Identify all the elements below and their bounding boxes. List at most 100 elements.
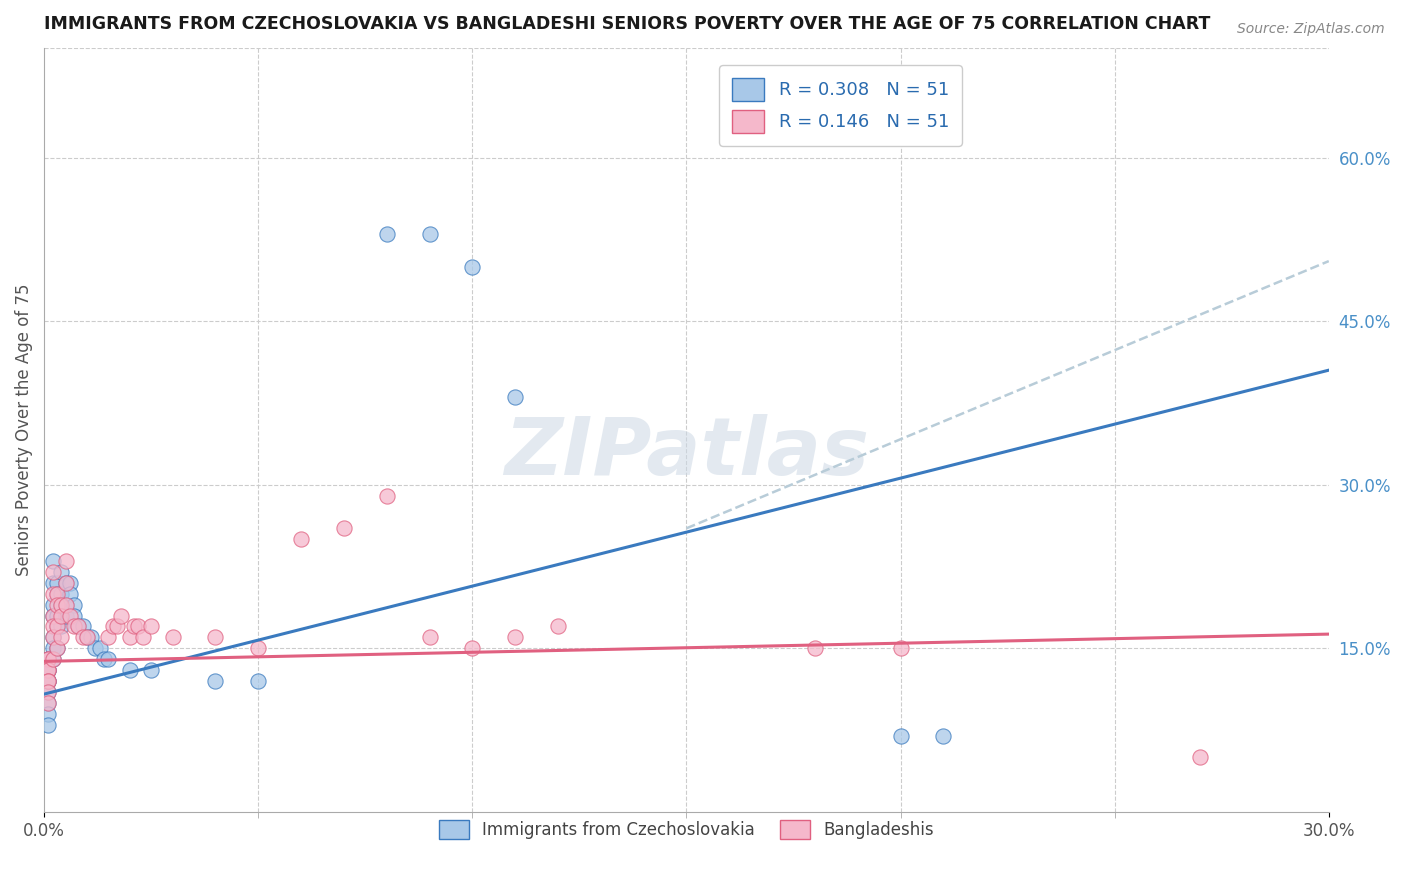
Point (41, 598, 63, 612)
Point (41, 554, 63, 568)
Point (290, 533, 312, 547)
Point (131, 631, 153, 645)
Point (37, 652, 59, 666)
Point (375, 227, 398, 241)
Point (46, 575, 69, 590)
Point (93, 652, 115, 666)
Point (51, 619, 73, 633)
Point (41, 565, 63, 579)
Point (105, 619, 128, 633)
Point (37, 696, 59, 710)
Point (89, 641, 111, 656)
Legend: Immigrants from Czechoslovakia, Bangladeshis: Immigrants from Czechoslovakia, Banglade… (432, 813, 941, 846)
Point (84, 641, 107, 656)
Text: ZIPatlas: ZIPatlas (503, 414, 869, 492)
Point (41, 619, 63, 633)
Y-axis label: Seniors Poverty Over the Age of 75: Seniors Poverty Over the Age of 75 (15, 284, 32, 576)
Point (37, 663, 59, 677)
Point (41, 587, 63, 601)
Point (418, 631, 440, 645)
Point (41, 631, 63, 645)
Point (97, 652, 120, 666)
Point (37, 673, 59, 688)
Point (141, 663, 163, 677)
Point (46, 641, 69, 656)
Point (118, 631, 141, 645)
Point (63, 598, 86, 612)
Point (46, 641, 69, 656)
Point (461, 641, 484, 656)
Point (51, 631, 73, 645)
Point (37, 652, 59, 666)
Point (37, 685, 59, 699)
Point (890, 729, 912, 743)
Point (37, 685, 59, 699)
Point (204, 673, 226, 688)
Point (547, 619, 569, 633)
Point (55, 598, 77, 612)
Point (41, 652, 63, 666)
Point (101, 619, 124, 633)
Point (37, 663, 59, 677)
Point (72, 631, 94, 645)
Point (41, 608, 63, 623)
Point (141, 619, 163, 633)
Point (503, 631, 526, 645)
Point (46, 619, 69, 633)
Point (46, 587, 69, 601)
Point (80, 631, 103, 645)
Point (37, 696, 59, 710)
Point (503, 391, 526, 405)
Point (51, 565, 73, 579)
Point (804, 641, 827, 656)
Text: Source: ZipAtlas.com: Source: ZipAtlas.com (1237, 22, 1385, 37)
Point (41, 641, 63, 656)
Point (55, 598, 77, 612)
Point (122, 619, 145, 633)
Point (63, 608, 86, 623)
Point (127, 619, 149, 633)
Point (51, 598, 73, 612)
Point (51, 598, 73, 612)
Point (59, 587, 82, 601)
Point (37, 673, 59, 688)
Point (37, 663, 59, 677)
Point (37, 673, 59, 688)
Point (55, 575, 77, 590)
Point (932, 729, 955, 743)
Point (37, 673, 59, 688)
Point (890, 641, 912, 656)
Point (375, 489, 398, 503)
Point (41, 575, 63, 590)
Point (97, 631, 120, 645)
Point (46, 619, 69, 633)
Text: IMMIGRANTS FROM CZECHOSLOVAKIA VS BANGLADESHI SENIORS POVERTY OVER THE AGE OF 75: IMMIGRANTS FROM CZECHOSLOVAKIA VS BANGLA… (44, 15, 1211, 33)
Point (55, 554, 77, 568)
Point (59, 608, 82, 623)
Point (63, 619, 86, 633)
Point (59, 575, 82, 590)
Point (461, 260, 484, 274)
Point (55, 608, 77, 623)
Point (51, 608, 73, 623)
Point (46, 598, 69, 612)
Point (72, 619, 94, 633)
Point (76, 631, 98, 645)
Point (41, 608, 63, 623)
Point (67, 619, 90, 633)
Point (37, 663, 59, 677)
Point (247, 673, 270, 688)
Point (46, 587, 69, 601)
Point (204, 631, 226, 645)
Point (418, 227, 440, 241)
Point (46, 608, 69, 623)
Point (118, 663, 141, 677)
Point (37, 652, 59, 666)
Point (37, 652, 59, 666)
Point (51, 587, 73, 601)
Point (37, 717, 59, 731)
Point (76, 631, 98, 645)
Point (41, 652, 63, 666)
Point (67, 619, 90, 633)
Point (333, 521, 356, 535)
